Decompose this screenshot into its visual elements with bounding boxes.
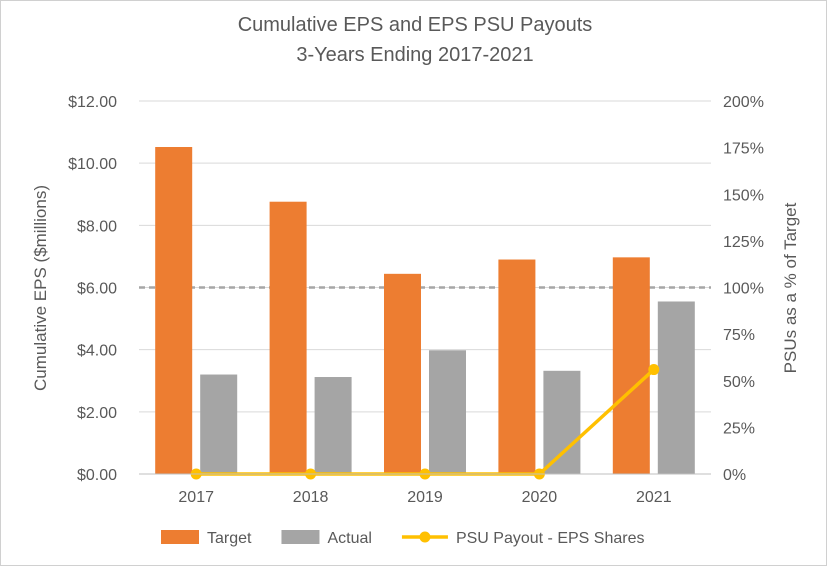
legend-label: Target: [207, 530, 252, 547]
bar-target: [155, 147, 193, 474]
bar-actual: [200, 374, 238, 474]
y2-tick-label: 25%: [723, 420, 755, 437]
y-tick-label: $12.00: [68, 94, 117, 111]
bar-actual: [543, 370, 581, 474]
y2-tick-label: 200%: [723, 94, 764, 111]
chart-subtitle: 3-Years Ending 2017-2021: [296, 44, 533, 66]
axes: $0.00 $2.00 $4.00 $6.00 $8.00 $10.00 $12.00 0% 2…: [68, 94, 764, 506]
bar-target: [612, 257, 650, 474]
x-tick-label: 2017: [178, 489, 214, 506]
y-tick-label: $0.00: [77, 467, 117, 484]
bar-actual: [429, 350, 466, 474]
x-tick-label: 2019: [407, 489, 443, 506]
y2-tick-label: 125%: [723, 234, 764, 251]
legend-item-target: Target: [161, 530, 252, 547]
bar-target: [498, 259, 536, 474]
x-tick-label: 2018: [293, 489, 329, 506]
legend-item-psu-payout-eps-shares: PSU Payout - EPS Shares: [401, 530, 645, 547]
bars: [155, 147, 695, 474]
line-psu-payout: [196, 368, 655, 476]
legend-label: PSU Payout - EPS Shares: [456, 530, 645, 547]
point-psu-payout: [648, 364, 660, 376]
y-tick-label: $8.00: [77, 218, 117, 235]
y2-tick-label: 175%: [723, 141, 764, 158]
legend-swatch: [161, 530, 199, 544]
legend-swatch: [281, 530, 320, 544]
y2-axis-label: PSUs as a % of Target: [781, 202, 800, 373]
chart-title: Cumulative EPS and EPS PSU Payouts: [238, 14, 593, 36]
payout-line: [190, 364, 660, 480]
x-tick-label: 2020: [522, 489, 558, 506]
y-tick-label: $2.00: [77, 405, 117, 422]
y2-tick-label: 75%: [723, 327, 755, 344]
y-axis-label: Cumulative EPS ($millions): [31, 185, 50, 391]
y-tick-label: $4.00: [77, 343, 117, 360]
legend: Target Actual PSU Payout - EPS Shares: [161, 530, 644, 547]
legend-marker: [419, 531, 431, 543]
bar-actual: [657, 301, 695, 474]
gridlines: [139, 100, 711, 413]
bar-target: [269, 201, 307, 474]
y-tick-label: $10.00: [68, 156, 117, 173]
legend-item-actual: Actual: [281, 530, 372, 547]
y2-tick-label: 100%: [723, 281, 764, 298]
y2-tick-label: 150%: [723, 187, 764, 204]
x-tick-label: 2021: [636, 489, 672, 506]
legend-label: Actual: [327, 530, 371, 547]
bar-actual: [314, 377, 352, 474]
bar-target: [384, 273, 421, 474]
y2-tick-label: 50%: [723, 374, 755, 391]
y2-tick-label: 0%: [723, 467, 746, 484]
y-tick-label: $6.00: [77, 281, 117, 298]
